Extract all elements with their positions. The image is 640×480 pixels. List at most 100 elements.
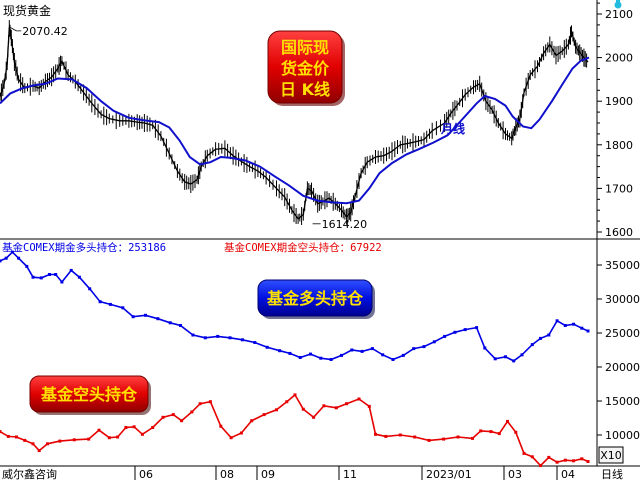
short-position-point [97, 428, 101, 432]
x-axis-label: 06 [139, 468, 153, 480]
bottom-y-axis: 10000 15000 20000 25000 30000 35000 [597, 259, 640, 442]
short-position-point [322, 404, 326, 408]
short-position-point [345, 402, 349, 406]
ma-label: 月线 [440, 121, 465, 136]
short-position-point [334, 406, 338, 410]
long-position-point [228, 336, 232, 340]
long-position-point [370, 347, 374, 351]
long-position-point [391, 358, 395, 361]
long-position-points [0, 250, 590, 363]
long-position-point [131, 315, 135, 319]
long-position-point [17, 256, 21, 260]
long-position-point [298, 356, 302, 359]
long-position-point [98, 300, 102, 304]
bottom-y-tick-label: 35000 [605, 259, 640, 272]
long-position-point [31, 275, 35, 279]
short-position-point [398, 433, 402, 437]
long-position-point [191, 333, 195, 337]
long-position-point [39, 276, 43, 280]
annotation-high-label: 2070.42 [22, 25, 68, 38]
short-position-point [190, 410, 194, 414]
short-position-point [285, 400, 289, 404]
long-position-point [463, 328, 467, 332]
short-position-point [312, 415, 316, 419]
long-position-point [253, 341, 257, 344]
short-position-point [555, 460, 559, 464]
long-position-point [539, 336, 542, 340]
annotation-high-leader [9, 26, 22, 32]
annotation-high: 2070.42 [9, 25, 68, 38]
short-position-point [413, 435, 417, 439]
long-position-legend-box [257, 279, 373, 317]
short-position-point [151, 426, 155, 429]
top-y-axis: 1600 1700 1800 1900 2000 2100 [597, 2, 633, 239]
short-position-point [72, 438, 76, 442]
x-axis-label: 2023/01 [426, 468, 472, 480]
x-axis-label: 日线 [601, 467, 623, 480]
short-position-point [31, 442, 35, 446]
short-position-line [0, 393, 589, 467]
annotation-low: 1614.20 [312, 218, 367, 231]
x-axis-label: 04 [561, 468, 575, 480]
bottom-y-tick-label: 25000 [605, 327, 640, 340]
monthly-ma-line [0, 56, 590, 205]
short-position-point [161, 415, 165, 419]
short-position-point [37, 449, 41, 453]
long-position-point [586, 329, 590, 333]
long-position-point [563, 324, 567, 327]
long-position-point [381, 353, 385, 357]
long-position-point [288, 351, 292, 355]
top-y-tick-label: 1700 [605, 182, 633, 195]
long-position-point [422, 345, 426, 349]
long-position-point [493, 357, 497, 361]
long-position-point [54, 273, 58, 276]
short-position-point [219, 424, 223, 428]
short-position-point [471, 436, 474, 440]
top-y-tick-label: 2100 [605, 8, 633, 21]
long-position-point [443, 334, 447, 338]
chart-title: 现货黄金 [3, 3, 51, 18]
long-position-point [350, 348, 354, 352]
long-position-point [240, 338, 244, 342]
short-position-point [479, 429, 483, 433]
short-position-point [140, 432, 144, 436]
long-position-point [25, 264, 29, 268]
short-position-point [262, 413, 266, 417]
x10-button[interactable]: X10 [598, 446, 624, 464]
short-position-point [547, 455, 551, 459]
short-position-point [293, 393, 297, 397]
short-position-point [15, 435, 18, 439]
short-position-point [275, 408, 278, 412]
bottom-y-tick-label: 20000 [605, 361, 640, 374]
short-position-point [23, 438, 27, 442]
long-position-point [329, 358, 333, 361]
short-position-point [572, 459, 576, 463]
long-position-point [412, 347, 416, 351]
long-position-point [401, 353, 405, 357]
long-position-point [432, 340, 436, 344]
short-position-point [180, 419, 184, 423]
long-position-point [453, 330, 457, 334]
price-badge: 国际现 货金价 日 K线 [267, 30, 345, 106]
short-position-point [124, 426, 128, 429]
x-axis-label: 威尔鑫咨询 [2, 467, 57, 480]
short-position-point [427, 438, 431, 442]
price-badge-line1: 国际现 [281, 38, 329, 57]
short-position-point [250, 419, 254, 423]
long-position-point [475, 326, 479, 330]
x-axis: 威尔鑫咨询 06 08 09 11 2023/01 03 04 日线 [2, 466, 623, 480]
short-position-point [367, 404, 371, 408]
price-badge-line3: 日 K线 [280, 80, 330, 99]
long-position-point [144, 313, 147, 317]
short-position-point [580, 457, 584, 461]
short-position-point [0, 430, 2, 434]
short-position-header: 基金COMEX期金空头持仓：67922 [224, 241, 382, 254]
long-position-point [555, 319, 559, 323]
x10-button-label[interactable]: X10 [600, 449, 622, 462]
short-position-point [384, 434, 388, 438]
x-axis-label: 11 [343, 468, 357, 480]
corner-marker-icon [614, 0, 622, 9]
long-position-point [530, 343, 534, 347]
top-y-tick-label: 1800 [605, 139, 633, 152]
